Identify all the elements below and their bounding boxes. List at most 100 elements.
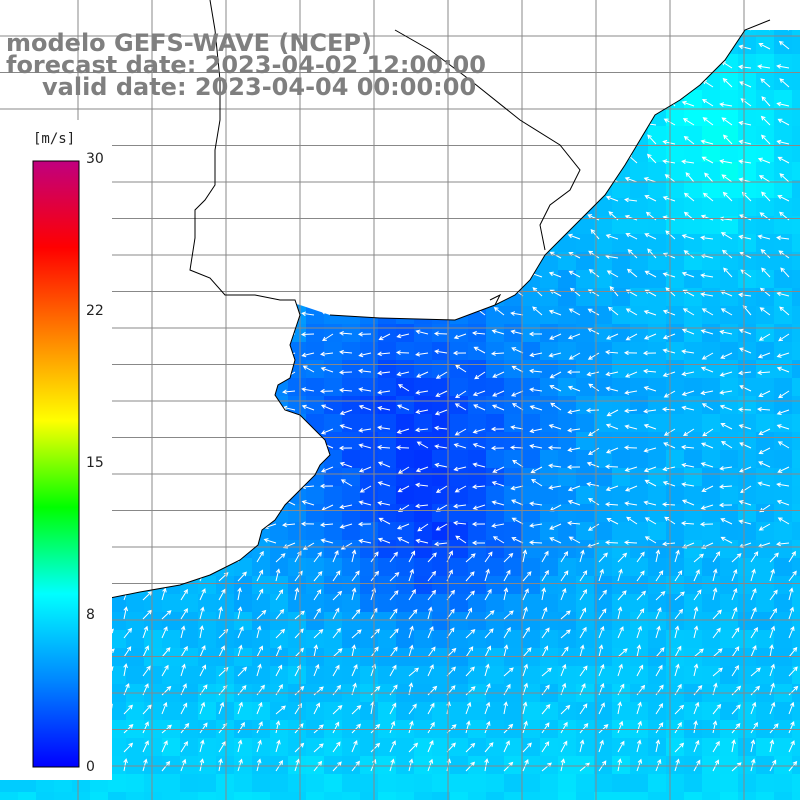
wind-arrow bbox=[605, 447, 619, 454]
wind-arrow bbox=[454, 485, 467, 493]
wind-arrow bbox=[548, 485, 562, 490]
field-cell bbox=[576, 270, 595, 289]
wind-arrow bbox=[777, 195, 790, 202]
field-cell bbox=[162, 756, 181, 775]
field-cell bbox=[486, 504, 505, 523]
field-cell bbox=[702, 342, 721, 361]
wind-arrow bbox=[605, 349, 619, 355]
field-cell bbox=[396, 792, 415, 804]
field-cell bbox=[324, 612, 343, 631]
field-cell bbox=[612, 666, 631, 685]
wind-arrow bbox=[777, 156, 790, 164]
colorbar-tick-0: 0 bbox=[86, 759, 95, 775]
field-cell bbox=[774, 450, 793, 469]
field-cell bbox=[504, 486, 523, 505]
field-cell bbox=[756, 288, 775, 307]
wind-arrow bbox=[567, 520, 581, 526]
wind-arrow bbox=[313, 686, 324, 696]
field-cell bbox=[774, 792, 793, 804]
wind-arrow bbox=[624, 176, 638, 183]
wind-arrow bbox=[739, 81, 752, 88]
wind-arrow bbox=[757, 352, 771, 359]
field-cell bbox=[594, 342, 613, 361]
wind-arrow bbox=[560, 551, 569, 563]
wind-arrow bbox=[643, 176, 657, 183]
field-cell bbox=[612, 774, 631, 793]
wind-arrow bbox=[567, 409, 581, 415]
wind-arrow bbox=[377, 405, 391, 411]
field-cell bbox=[774, 774, 793, 793]
field-cell bbox=[792, 432, 800, 451]
field-cell bbox=[486, 342, 505, 361]
wind-arrow bbox=[617, 552, 628, 563]
wind-arrow bbox=[788, 701, 795, 715]
field-cell bbox=[486, 576, 505, 595]
field-cell bbox=[630, 252, 649, 271]
field-cell bbox=[720, 738, 739, 757]
wind-arrow bbox=[529, 387, 543, 393]
field-cell bbox=[522, 612, 541, 631]
wind-arrow bbox=[693, 625, 699, 639]
field-cell bbox=[648, 144, 667, 163]
field-cell bbox=[648, 468, 667, 487]
wind-arrow bbox=[408, 758, 414, 772]
wind-arrow bbox=[701, 403, 714, 411]
field-cell bbox=[774, 414, 793, 433]
field-cell bbox=[126, 594, 145, 613]
field-cell bbox=[108, 594, 127, 613]
wind-arrow bbox=[738, 328, 752, 335]
wind-arrow bbox=[769, 663, 775, 677]
field-cell bbox=[522, 342, 541, 361]
wind-arrow bbox=[719, 329, 733, 335]
field-cell bbox=[306, 558, 325, 577]
field-cell bbox=[594, 288, 613, 307]
field-cell bbox=[576, 504, 595, 523]
wind-arrow bbox=[720, 536, 733, 544]
field-cell bbox=[324, 504, 343, 523]
wind-arrow bbox=[606, 517, 619, 525]
field-cell bbox=[666, 630, 685, 649]
field-cell bbox=[576, 234, 595, 253]
field-cell bbox=[468, 468, 487, 487]
field-cell bbox=[684, 612, 703, 631]
wind-arrow bbox=[625, 232, 638, 240]
field-cell bbox=[270, 558, 289, 577]
field-cell bbox=[612, 198, 631, 217]
field-cell bbox=[414, 558, 433, 577]
field-cell bbox=[738, 468, 757, 487]
wind-arrow bbox=[788, 587, 794, 601]
field-cell bbox=[612, 342, 631, 361]
wind-arrow bbox=[294, 647, 305, 658]
wind-arrow bbox=[256, 609, 267, 620]
wind-arrow bbox=[339, 461, 353, 468]
field-cell bbox=[486, 378, 505, 397]
wind-arrow bbox=[237, 666, 248, 677]
wind-arrow bbox=[662, 309, 676, 316]
field-cell bbox=[414, 612, 433, 631]
wind-arrow bbox=[662, 252, 676, 259]
field-cell bbox=[756, 792, 775, 804]
field-cell bbox=[630, 288, 649, 307]
wind-arrow bbox=[643, 466, 657, 473]
wind-arrow bbox=[427, 758, 434, 772]
wind-arrow bbox=[778, 40, 790, 50]
field-cell bbox=[486, 306, 505, 325]
field-cell bbox=[648, 450, 667, 469]
field-cell bbox=[288, 792, 307, 804]
wind-arrow bbox=[180, 740, 188, 753]
field-cell bbox=[648, 594, 667, 613]
wind-arrow bbox=[370, 758, 377, 772]
field-cell bbox=[504, 702, 523, 721]
wind-arrow bbox=[435, 390, 448, 397]
field-cell bbox=[540, 288, 559, 307]
field-cell bbox=[792, 198, 800, 217]
field-cell bbox=[774, 216, 793, 235]
field-cell bbox=[126, 702, 145, 721]
wind-arrow bbox=[617, 720, 624, 734]
field-cell bbox=[504, 360, 523, 379]
field-cell bbox=[648, 540, 667, 559]
field-cell bbox=[756, 324, 775, 343]
wind-arrow bbox=[579, 644, 585, 658]
field-cell bbox=[648, 522, 667, 541]
field-cell bbox=[522, 288, 541, 307]
